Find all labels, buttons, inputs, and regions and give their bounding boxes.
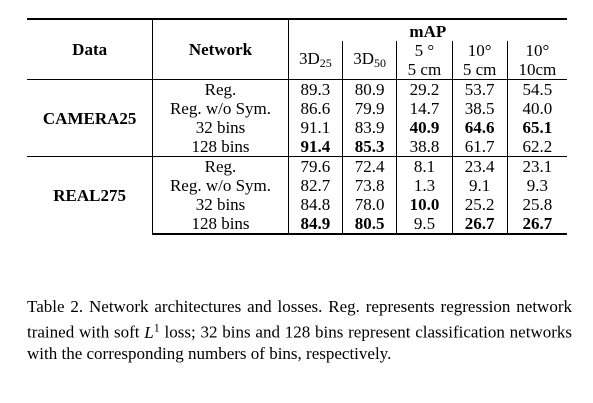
table-row: CAMERA25 Reg. 89.3 80.9 29.2 53.7 54.5 — [27, 79, 567, 157]
table-row: 32 bins 91.1 83.9 40.9 64.6 65.1 — [27, 118, 567, 138]
value-cell: 80.9 — [341, 79, 397, 100]
metric-10deg-10cm: 10° 10cm — [506, 41, 567, 80]
value-cell: 40.9 — [396, 118, 453, 138]
value-cell: 82.7 — [287, 176, 343, 196]
network-cell: 32 bins — [152, 195, 289, 215]
value-cell: 53.7 — [451, 79, 508, 100]
network-cell: 128 bins — [152, 214, 289, 236]
results-table: Data Network mAP 3D25 3D50 5 ° 5 cm 10° 5 … — [27, 17, 567, 236]
table-row: Reg. w/o Sym. 82.7 73.8 1.3 9.1 9.3 — [27, 176, 567, 196]
table-row: 32 bins 84.8 78.0 10.0 25.2 25.8 — [27, 195, 567, 215]
value-cell: 89.3 — [287, 79, 343, 100]
header-row-metrics: 3D25 3D50 5 ° 5 cm 10° 5 cm 10° 10cm — [27, 41, 567, 80]
metric-3d25: 3D25 — [287, 41, 343, 80]
value-cell: 23.1 — [506, 156, 567, 177]
value-cell: 85.3 — [341, 137, 397, 157]
caption-label: Table 2. — [27, 297, 84, 316]
value-cell: 62.2 — [506, 137, 567, 157]
network-cell: Reg. — [152, 156, 289, 177]
value-cell: 23.4 — [451, 156, 508, 177]
value-cell: 14.7 — [396, 99, 453, 119]
value-cell: 65.1 — [506, 118, 567, 138]
value-cell: 26.7 — [451, 214, 508, 236]
value-cell: 25.8 — [506, 195, 567, 215]
network-cell: Reg. w/o Sym. — [152, 99, 289, 119]
caption-text-after: loss; 32 bins and 128 bins represent cla… — [27, 322, 573, 363]
table-row: REAL275 Reg. 79.6 72.4 8.1 23.4 23.1 — [27, 156, 567, 235]
value-cell: 64.6 — [451, 118, 508, 138]
value-cell: 91.4 — [287, 137, 343, 157]
value-cell: 80.5 — [341, 214, 397, 236]
caption-text-before: Network architectures and losses. Reg. r… — [27, 297, 572, 342]
value-cell: 9.5 — [396, 214, 453, 236]
dataset-label: REAL275 — [27, 156, 153, 235]
header-row-top: Data Network mAP — [27, 17, 567, 80]
table-row: 128 bins 84.9 80.5 9.5 26.7 26.7 — [27, 214, 567, 236]
value-cell: 26.7 — [506, 214, 567, 236]
metric-3d50: 3D50 — [341, 41, 397, 80]
table-row: Reg. w/o Sym. 86.6 79.9 14.7 38.5 40.0 — [27, 99, 567, 119]
metric-10deg-5cm: 10° 5 cm — [451, 41, 508, 80]
value-cell: 72.4 — [341, 156, 397, 177]
header-data: Data — [27, 18, 153, 80]
network-cell: 32 bins — [152, 118, 289, 138]
value-cell: 91.1 — [287, 118, 343, 138]
value-cell: 29.2 — [396, 79, 453, 100]
value-cell: 54.5 — [506, 79, 567, 100]
value-cell: 83.9 — [341, 118, 397, 138]
network-cell: Reg. w/o Sym. — [152, 176, 289, 196]
value-cell: 25.2 — [451, 195, 508, 215]
value-cell: 10.0 — [396, 195, 453, 215]
value-cell: 73.8 — [341, 176, 397, 196]
value-cell: 78.0 — [341, 195, 397, 215]
header-network: Network — [152, 18, 289, 80]
value-cell: 38.5 — [451, 99, 508, 119]
value-cell: 38.8 — [396, 137, 453, 157]
network-cell: Reg. — [152, 79, 289, 100]
table-caption: Table 2. Network architectures and losse… — [27, 296, 572, 364]
header-map: mAP — [287, 17, 567, 42]
value-cell: 9.3 — [506, 176, 567, 196]
network-cell: 128 bins — [152, 137, 289, 157]
value-cell: 1.3 — [396, 176, 453, 196]
value-cell: 61.7 — [451, 137, 508, 157]
value-cell: 40.0 — [506, 99, 567, 119]
value-cell: 84.8 — [287, 195, 343, 215]
value-cell: 84.9 — [287, 214, 343, 236]
value-cell: 9.1 — [451, 176, 508, 196]
table-row: 128 bins 91.4 85.3 38.8 61.7 62.2 — [27, 137, 567, 157]
value-cell: 79.9 — [341, 99, 397, 119]
value-cell: 86.6 — [287, 99, 343, 119]
metric-5deg-5cm: 5 ° 5 cm — [396, 41, 453, 80]
value-cell: 79.6 — [287, 156, 343, 177]
value-cell: 8.1 — [396, 156, 453, 177]
caption-math: L1 — [144, 320, 160, 342]
dataset-label: CAMERA25 — [27, 79, 153, 157]
